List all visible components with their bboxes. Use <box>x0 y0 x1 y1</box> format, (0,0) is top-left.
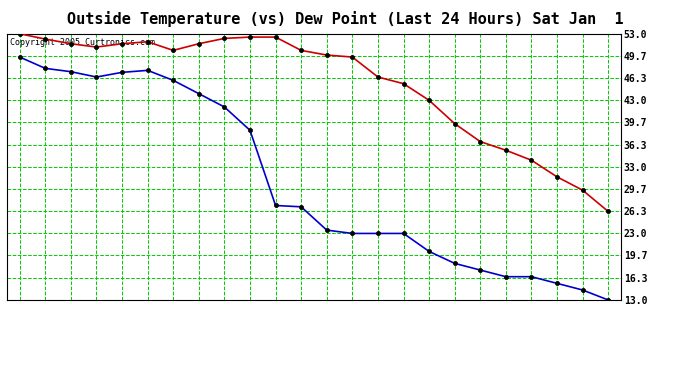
Text: 02:00: 02:00 <box>40 304 50 333</box>
Text: 15:00: 15:00 <box>373 304 383 333</box>
Text: 01:00: 01:00 <box>14 304 25 333</box>
Text: 17:00: 17:00 <box>424 304 434 333</box>
Text: 08:00: 08:00 <box>194 304 204 333</box>
Text: Copyright 2005 Curtronics.com: Copyright 2005 Curtronics.com <box>10 38 155 47</box>
Text: 09:00: 09:00 <box>219 304 229 333</box>
Text: 21:00: 21:00 <box>526 304 536 333</box>
Text: 13:00: 13:00 <box>322 304 332 333</box>
Text: 22:00: 22:00 <box>552 304 562 333</box>
Text: 23:00: 23:00 <box>578 304 588 333</box>
Text: 14:00: 14:00 <box>347 304 357 333</box>
Text: 12:00: 12:00 <box>296 304 306 333</box>
Text: 10:00: 10:00 <box>245 304 255 333</box>
Text: 03:00: 03:00 <box>66 304 76 333</box>
Text: 07:00: 07:00 <box>168 304 178 333</box>
Text: 05:00: 05:00 <box>117 304 127 333</box>
Text: 11:00: 11:00 <box>270 304 281 333</box>
Text: 16:00: 16:00 <box>399 304 408 333</box>
Text: 00:00: 00:00 <box>603 304 613 333</box>
Text: 06:00: 06:00 <box>143 304 152 333</box>
Text: 18:00: 18:00 <box>450 304 460 333</box>
Text: 04:00: 04:00 <box>92 304 101 333</box>
Text: Outside Temperature (vs) Dew Point (Last 24 Hours) Sat Jan  1: Outside Temperature (vs) Dew Point (Last… <box>67 10 623 27</box>
Text: 19:00: 19:00 <box>475 304 485 333</box>
Text: 20:00: 20:00 <box>501 304 511 333</box>
